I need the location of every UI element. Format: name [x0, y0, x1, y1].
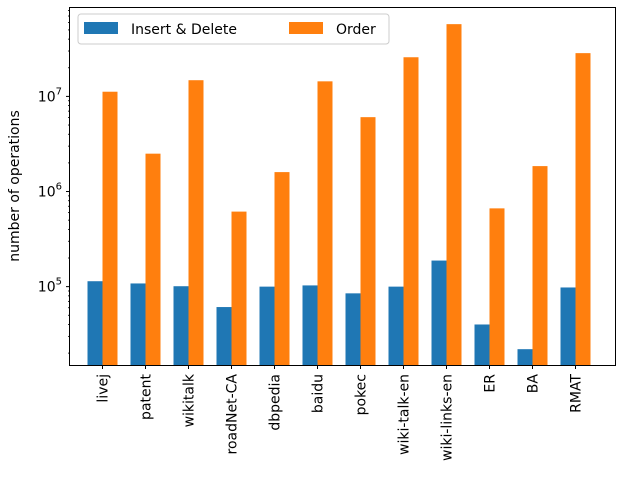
- x-tick-label-livej: livej: [96, 374, 112, 403]
- x-tick-label-roadnet-ca: roadNet-CA: [225, 374, 241, 455]
- bar-insert-delete-baidu: [302, 285, 318, 365]
- x-tick-label-pokec: pokec: [354, 374, 370, 415]
- bar-insert-delete-patent: [130, 283, 146, 365]
- bar-insert-delete-pokec: [345, 293, 361, 365]
- bars-group: [87, 24, 591, 366]
- bar-order-roadnet-ca: [231, 211, 247, 365]
- bar-order-patent: [145, 153, 161, 365]
- x-tick-label-er: ER: [483, 374, 499, 393]
- bar-insert-delete-wiki-talk-en: [388, 286, 404, 365]
- bar-insert-delete-dbpedia: [259, 286, 275, 365]
- x-tick-label-wiki-links-en: wiki-links-en: [440, 374, 456, 461]
- bar-insert-delete-wiki-links-en: [431, 260, 447, 365]
- legend-swatch-order: [289, 22, 323, 34]
- bar-insert-delete-livej: [87, 281, 103, 365]
- bar-insert-delete-roadnet-ca: [216, 307, 232, 365]
- plot-frame: [69, 7, 616, 366]
- bar-order-ba: [532, 166, 548, 365]
- x-tick-label-rmat: RMAT: [569, 374, 585, 413]
- y-tick-label-1e7: 107: [38, 86, 62, 105]
- x-axis-ticks: livej patent wikitalk roadNet-CA dbpedia baid…: [96, 365, 585, 461]
- legend-label-order: Order: [336, 22, 376, 38]
- bar-order-wiki-links-en: [446, 24, 462, 366]
- legend-box: [77, 13, 390, 45]
- bar-order-wikitalk: [188, 80, 204, 365]
- y-tick-label-1e6: 106: [38, 182, 62, 201]
- bar-order-dbpedia: [274, 172, 290, 365]
- bar-insert-delete-er: [474, 324, 490, 365]
- legend-label-insert-delete: Insert & Delete: [131, 22, 237, 38]
- legend-swatch-insert-delete: [84, 22, 118, 34]
- y-tick-label-1e5: 105: [38, 277, 62, 296]
- x-tick-label-dbpedia: dbpedia: [268, 374, 284, 431]
- bar-insert-delete-ba: [517, 349, 533, 365]
- legend: Insert & Delete Order: [77, 13, 390, 45]
- bar-order-livej: [102, 91, 118, 366]
- x-tick-label-ba: BA: [526, 374, 542, 394]
- x-tick-label-wikitalk: wikitalk: [182, 373, 198, 427]
- y-axis-title: number of operations: [7, 110, 23, 262]
- bar-insert-delete-rmat: [560, 287, 576, 365]
- x-tick-label-patent: patent: [139, 373, 155, 419]
- x-tick-label-wiki-talk-en: wiki-talk-en: [397, 374, 413, 455]
- bar-order-er: [489, 208, 505, 365]
- bar-order-baidu: [317, 81, 333, 366]
- bar-order-pokec: [360, 117, 376, 365]
- bar-order-wiki-talk-en: [403, 57, 419, 365]
- bar-order-rmat: [575, 53, 591, 365]
- bar-insert-delete-wikitalk: [173, 286, 189, 365]
- x-tick-label-baidu: baidu: [311, 374, 327, 413]
